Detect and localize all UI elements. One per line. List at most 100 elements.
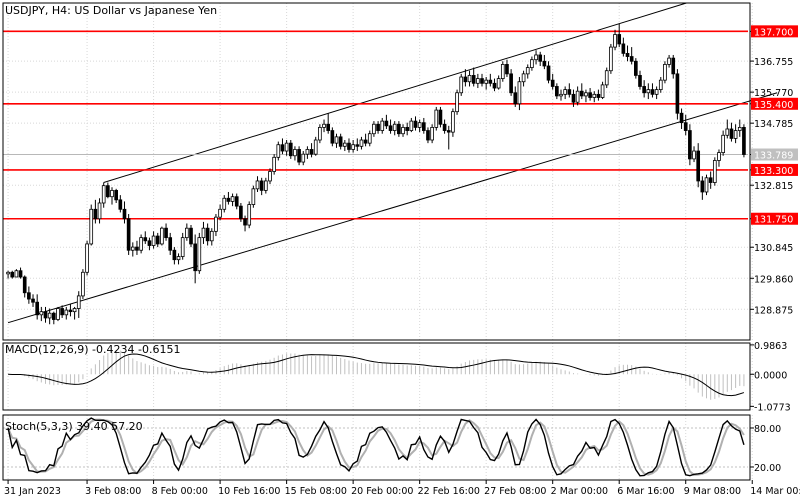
candle-body[interactable] bbox=[521, 73, 526, 83]
candle-body[interactable] bbox=[451, 111, 455, 133]
candle-body[interactable] bbox=[513, 92, 518, 105]
candle-body[interactable] bbox=[413, 120, 418, 128]
candle-body[interactable] bbox=[621, 43, 626, 54]
candle-body[interactable] bbox=[68, 309, 73, 313]
candle-body[interactable] bbox=[430, 127, 434, 141]
candle-body[interactable] bbox=[318, 127, 322, 141]
candle-body[interactable] bbox=[455, 92, 459, 113]
candle-body[interactable] bbox=[505, 64, 509, 75]
candle-body[interactable] bbox=[634, 60, 638, 76]
candle-body[interactable] bbox=[64, 309, 69, 316]
candle-body[interactable] bbox=[392, 123, 397, 131]
candle-body[interactable] bbox=[272, 156, 276, 172]
candle-body[interactable] bbox=[658, 79, 663, 91]
candle-body[interactable] bbox=[234, 196, 239, 207]
candle-body[interactable] bbox=[118, 199, 123, 210]
candle-body[interactable] bbox=[721, 134, 725, 154]
candle-body[interactable] bbox=[584, 92, 588, 97]
candle-body[interactable] bbox=[106, 185, 110, 198]
candle-body[interactable] bbox=[359, 139, 364, 147]
candle-body[interactable] bbox=[434, 109, 439, 128]
candle-body[interactable] bbox=[60, 308, 64, 316]
candle-body[interactable] bbox=[592, 93, 597, 98]
candle-body[interactable] bbox=[22, 276, 27, 294]
candle-body[interactable] bbox=[683, 122, 688, 131]
candle-body[interactable] bbox=[139, 237, 143, 251]
candle-body[interactable] bbox=[388, 125, 393, 131]
candle-body[interactable] bbox=[613, 34, 617, 48]
candle-body[interactable] bbox=[571, 93, 576, 103]
candle-body[interactable] bbox=[530, 59, 534, 68]
candle-body[interactable] bbox=[97, 202, 102, 220]
candle-body[interactable] bbox=[201, 227, 206, 239]
candle-body[interactable] bbox=[476, 78, 480, 84]
candle-body[interactable] bbox=[663, 64, 667, 81]
candle-body[interactable] bbox=[538, 54, 543, 62]
candle-body[interactable] bbox=[559, 93, 563, 97]
candle-body[interactable] bbox=[284, 142, 289, 152]
candle-body[interactable] bbox=[130, 246, 135, 251]
candle-body[interactable] bbox=[471, 75, 476, 84]
candle-body[interactable] bbox=[313, 139, 318, 155]
candle-body[interactable] bbox=[164, 227, 168, 239]
candle-body[interactable] bbox=[363, 139, 368, 144]
candle-body[interactable] bbox=[243, 218, 247, 226]
candle-body[interactable] bbox=[230, 196, 235, 202]
candle-body[interactable] bbox=[6, 271, 10, 275]
candle-body[interactable] bbox=[717, 152, 721, 161]
candle-body[interactable] bbox=[189, 227, 193, 245]
candle-body[interactable] bbox=[409, 120, 414, 131]
candle-body[interactable] bbox=[143, 237, 148, 242]
candle-body[interactable] bbox=[51, 312, 56, 320]
candle-body[interactable] bbox=[725, 128, 730, 136]
candle-body[interactable] bbox=[56, 308, 60, 320]
candle-body[interactable] bbox=[14, 270, 19, 278]
candle-body[interactable] bbox=[642, 86, 646, 94]
candle-body[interactable] bbox=[43, 311, 48, 319]
candle-body[interactable] bbox=[330, 130, 335, 144]
candle-body[interactable] bbox=[692, 150, 696, 160]
candle-body[interactable] bbox=[226, 197, 231, 202]
candle-body[interactable] bbox=[700, 180, 705, 193]
candle-body[interactable] bbox=[467, 75, 472, 83]
candle-body[interactable] bbox=[168, 237, 173, 251]
candle-body[interactable] bbox=[442, 123, 447, 131]
candle-body[interactable] bbox=[27, 292, 31, 300]
candle-body[interactable] bbox=[93, 208, 98, 220]
candle-body[interactable] bbox=[567, 89, 572, 95]
candles-layer[interactable] bbox=[6, 23, 746, 325]
candle-body[interactable] bbox=[534, 54, 538, 61]
candle-body[interactable] bbox=[397, 123, 401, 135]
candle-body[interactable] bbox=[638, 75, 642, 87]
candle-body[interactable] bbox=[459, 76, 464, 94]
candle-body[interactable] bbox=[646, 89, 651, 94]
candle-body[interactable] bbox=[546, 65, 551, 81]
candle-body[interactable] bbox=[708, 177, 713, 183]
candle-body[interactable] bbox=[667, 57, 671, 65]
candle-body[interactable] bbox=[81, 271, 85, 297]
candle-body[interactable] bbox=[101, 185, 106, 204]
candle-body[interactable] bbox=[114, 189, 118, 201]
candle-body[interactable] bbox=[525, 67, 530, 75]
candle-body[interactable] bbox=[438, 109, 443, 125]
candle-body[interactable] bbox=[305, 149, 310, 155]
candle-body[interactable] bbox=[480, 78, 484, 84]
candle-body[interactable] bbox=[575, 90, 580, 103]
candle-body[interactable] bbox=[209, 230, 214, 242]
candle-body[interactable] bbox=[405, 127, 410, 131]
candle-body[interactable] bbox=[288, 142, 293, 157]
candle-body[interactable] bbox=[255, 180, 260, 190]
candle-body[interactable] bbox=[10, 271, 15, 278]
candle-body[interactable] bbox=[509, 73, 513, 94]
candle-body[interactable] bbox=[617, 34, 622, 45]
candle-body[interactable] bbox=[147, 240, 152, 246]
candle-body[interactable] bbox=[729, 128, 734, 139]
candle-body[interactable] bbox=[214, 216, 218, 232]
candle-body[interactable] bbox=[342, 142, 347, 147]
candle-body[interactable] bbox=[742, 127, 746, 155]
candle-body[interactable] bbox=[484, 79, 488, 84]
candle-body[interactable] bbox=[496, 78, 501, 89]
candle-body[interactable] bbox=[193, 243, 197, 272]
candle-body[interactable] bbox=[280, 144, 285, 152]
